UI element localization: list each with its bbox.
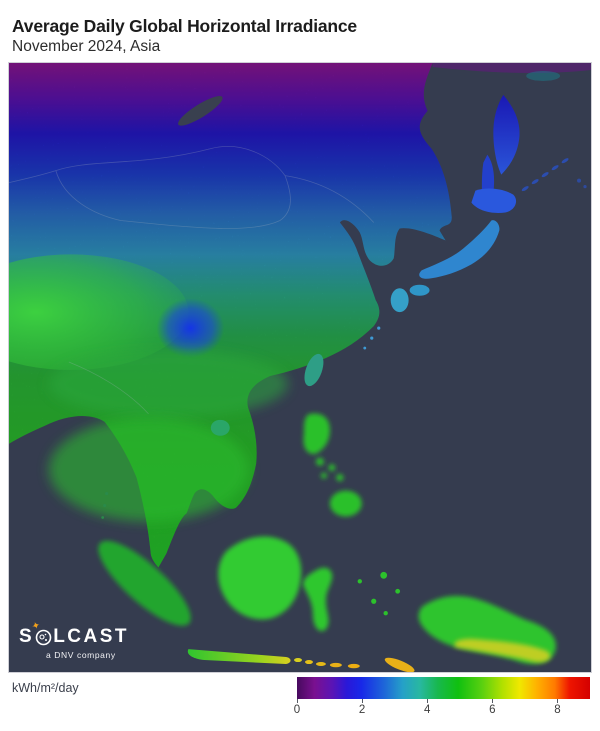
region-java	[187, 649, 291, 665]
logo-text-suffix: LCAST	[53, 626, 130, 647]
andaman-islands	[101, 491, 109, 519]
region-chukotka-strip	[432, 63, 591, 73]
tick-mark	[492, 699, 494, 703]
region-kyushu	[390, 288, 409, 313]
region-south-china-green	[48, 350, 289, 418]
logo-tagline: a DNV company	[46, 650, 116, 660]
region-northeast-teal	[526, 70, 561, 81]
region-shikoku	[409, 284, 430, 296]
region-indochina-green	[48, 417, 249, 522]
maluku-islands	[357, 571, 401, 616]
tick-mark	[362, 699, 364, 703]
page-title: Average Daily Global Horizontal Irradian…	[12, 16, 357, 36]
legend-units-label: kWh/m²/day	[12, 681, 79, 695]
region-philippines	[303, 413, 362, 517]
tick-mark	[297, 699, 298, 703]
region-kamchatka	[493, 94, 520, 175]
irradiance-map: S ✦ LCAST a DNV company	[8, 62, 592, 673]
ryukyu-islands	[363, 326, 381, 350]
tick-mark	[427, 699, 429, 703]
region-sulawesi	[303, 567, 333, 632]
country-borders	[9, 146, 375, 415]
region-tibet-high-irradiance	[9, 254, 189, 370]
lake-baikal	[178, 96, 223, 126]
tick-label: 6	[489, 704, 496, 716]
tick-label: 4	[424, 704, 431, 716]
region-sumatra	[98, 540, 191, 626]
region-timor	[384, 657, 415, 672]
colorbar	[297, 677, 590, 699]
region-hainan	[210, 419, 230, 436]
lesser-sunda-islands	[294, 657, 415, 672]
region-borneo	[218, 536, 302, 620]
tick-label: 0	[293, 704, 301, 716]
tick-label: 2	[358, 704, 366, 716]
region-new-guinea-south-coast	[454, 638, 551, 663]
tick-label: 8	[554, 704, 561, 716]
region-honshu	[419, 220, 500, 279]
region-taiwan	[304, 353, 324, 387]
kuril-islands	[521, 158, 569, 192]
logo-text-prefix: S	[19, 626, 35, 647]
sun-globe-icon: ✦	[31, 620, 52, 646]
tick-mark	[557, 699, 559, 703]
solcast-logo: S ✦ LCAST a DNV company	[19, 620, 130, 660]
colorbar-ticks: 0 2 4 6 8	[293, 699, 590, 719]
region-hokkaido	[471, 188, 517, 214]
map-canvas	[9, 63, 591, 672]
region-sichuan-low-pocket	[156, 298, 225, 359]
bering-islets	[577, 178, 587, 189]
page-subtitle: November 2024, Asia	[12, 38, 161, 55]
